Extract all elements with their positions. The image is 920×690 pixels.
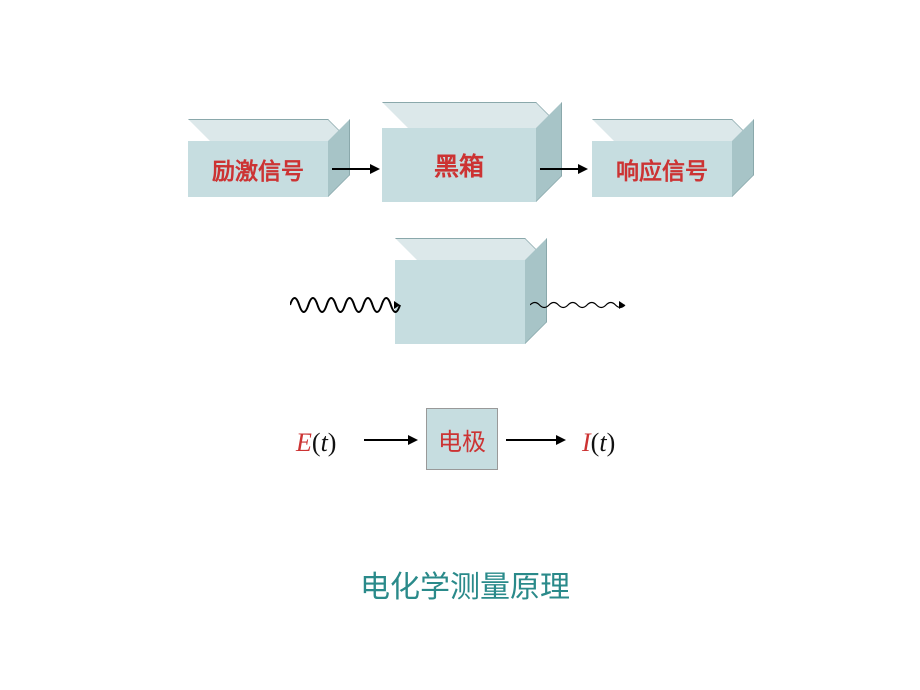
output-it-part-0: I — [582, 428, 591, 457]
arrow-1-head — [370, 164, 380, 174]
wave-box-top-face — [395, 238, 547, 260]
output-it-part-2: t — [599, 428, 606, 457]
excitation-signal-box-label: 励激信号 — [212, 152, 304, 186]
input-et-part-0: E — [296, 428, 312, 457]
input-et-part-3: ) — [328, 428, 337, 457]
output-it-part-3: ) — [607, 428, 616, 457]
black-box: 黑箱 — [382, 102, 562, 202]
black-box-label: 黑箱 — [434, 147, 484, 183]
electrode-box-label: 电极 — [438, 422, 486, 457]
wave-out — [530, 295, 639, 315]
response-signal-box-top-face — [592, 119, 754, 141]
arrow-1-line — [332, 168, 372, 170]
arrow-2-line — [540, 168, 580, 170]
response-signal-box-front-face: 响应信号 — [592, 141, 732, 197]
diagram-title: 电化学测量原理 — [360, 562, 570, 606]
black-box-front-face: 黑箱 — [382, 128, 536, 202]
wave-box — [395, 238, 547, 344]
response-signal-box: 响应信号 — [592, 119, 754, 197]
arrow-4-head — [556, 435, 566, 445]
arrow-3-line — [364, 439, 410, 441]
response-signal-box-label: 响应信号 — [616, 152, 708, 186]
wave-in — [290, 285, 414, 325]
output-it: I(t) — [582, 428, 615, 458]
excitation-signal-box: 励激信号 — [188, 119, 350, 197]
arrow-2-head — [578, 164, 588, 174]
input-et-part-2: t — [321, 428, 328, 457]
arrow-3-head — [408, 435, 418, 445]
electrode-box: 电极 — [426, 408, 498, 470]
excitation-signal-box-top-face — [188, 119, 350, 141]
excitation-signal-box-front-face: 励激信号 — [188, 141, 328, 197]
wave-box-front-face — [395, 260, 525, 344]
input-et-part-1: ( — [312, 428, 321, 457]
arrow-4-line — [506, 439, 558, 441]
black-box-top-face — [382, 102, 562, 128]
input-et: E(t) — [296, 428, 336, 458]
